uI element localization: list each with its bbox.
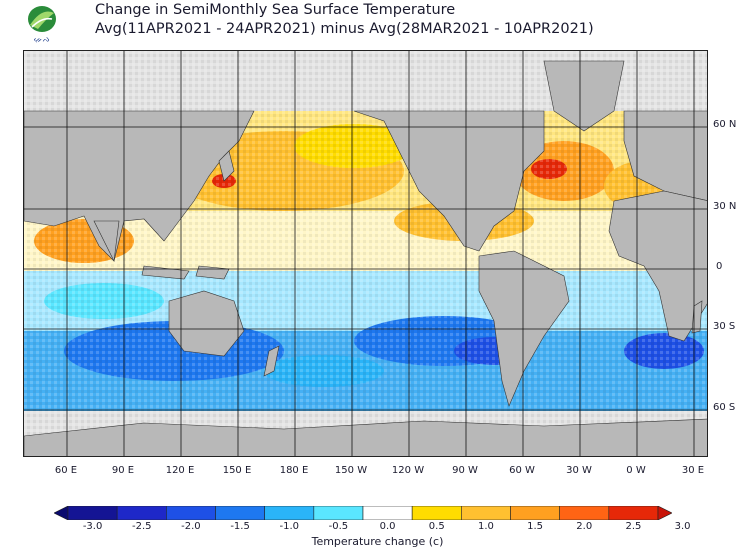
colorbar-tick-label: 2.0	[576, 521, 593, 532]
colorbar-tick-label: -2.0	[181, 521, 201, 532]
colorbar-tick-label: 1.0	[477, 521, 494, 532]
india	[93, 220, 120, 263]
colorbar-tick-label: 1.5	[527, 521, 544, 532]
colorbar-tick-label: -1.0	[279, 521, 300, 532]
antarctica	[24, 418, 707, 456]
colorbar-swatch	[559, 506, 610, 520]
lon-label-120e: 120 E	[165, 465, 195, 476]
lat-label-equator: 0	[716, 261, 723, 272]
title-line-1: Change in SemiMonthly Sea Surface Temper…	[95, 2, 456, 18]
title-line-2: Avg(11APR2021 - 24APR2021) minus Avg(28M…	[95, 21, 594, 37]
lon-label-90w: 90 W	[452, 465, 478, 476]
colorbar-low-arrow	[54, 506, 69, 520]
agency-logo: ᨀᨙᨄ	[18, 3, 66, 45]
colorbar-swatch	[608, 506, 659, 520]
lon-label-0w: 0 W	[626, 465, 646, 476]
map-canvas	[24, 51, 707, 456]
colorbar-high-arrow	[657, 506, 672, 520]
colorbar-swatch	[116, 506, 167, 520]
colorbar-tick-label: -0.5	[328, 521, 349, 532]
lat-label-60s: 60 S	[713, 402, 736, 413]
lon-label-90e: 90 E	[111, 465, 135, 476]
colorbar-tick-label: 0.5	[428, 521, 445, 532]
lon-label-180e: 180 E	[279, 465, 309, 476]
lat-label-30s: 30 S	[713, 321, 736, 332]
colorbar-tick-label: -1.5	[230, 521, 250, 532]
lon-label-30e: 30 E	[681, 465, 705, 476]
new-zealand	[263, 345, 280, 377]
australia	[168, 290, 245, 357]
lon-label-120w: 120 W	[391, 465, 425, 476]
colorbar-tick-label: -2.5	[131, 521, 152, 532]
colorbar-swatch	[461, 506, 511, 520]
colorbar-tick-label: 0.0	[379, 521, 396, 532]
continents	[24, 60, 707, 456]
greenland	[543, 60, 625, 132]
madagascar	[691, 300, 703, 334]
svg-text:ᨀᨙᨄ: ᨀᨙᨄ	[34, 35, 50, 44]
colorbar-swatch	[215, 506, 265, 520]
lon-label-150w: 150 W	[334, 465, 368, 476]
colorbar-swatch	[411, 506, 462, 520]
colorbar	[54, 506, 672, 520]
colorbar-tick-label: -3.0	[82, 521, 103, 532]
colorbar-tick-label: 3.0	[674, 521, 691, 532]
colorbar-swatch	[313, 506, 364, 520]
lon-label-150e: 150 E	[222, 465, 252, 476]
south-america	[478, 250, 570, 407]
header: ᨀᨙᨄ Change in SemiMonthly Sea Surface Te…	[0, 0, 755, 50]
colorbar-swatch	[362, 506, 413, 520]
lon-label-60w: 60 W	[509, 465, 535, 476]
colorbar-tick-label: 2.5	[625, 521, 642, 532]
lon-label-60e: 60 E	[54, 465, 78, 476]
lon-label-30w: 30 W	[566, 465, 592, 476]
graticule	[24, 51, 707, 456]
north-america	[353, 110, 545, 252]
sst-change-map	[23, 50, 708, 457]
colorbar-swatch	[510, 506, 560, 520]
colorbar-swatch	[264, 506, 315, 520]
asia	[24, 110, 255, 262]
ocean-anomaly-field	[24, 51, 707, 456]
colorbar-swatch	[67, 506, 118, 520]
lat-label-60n: 60 N	[713, 119, 737, 130]
colorbar-swatch	[166, 506, 216, 520]
lat-label-30n: 30 N	[713, 201, 737, 212]
japan	[218, 150, 235, 182]
colorbar-title: Temperature change (c)	[311, 535, 444, 548]
